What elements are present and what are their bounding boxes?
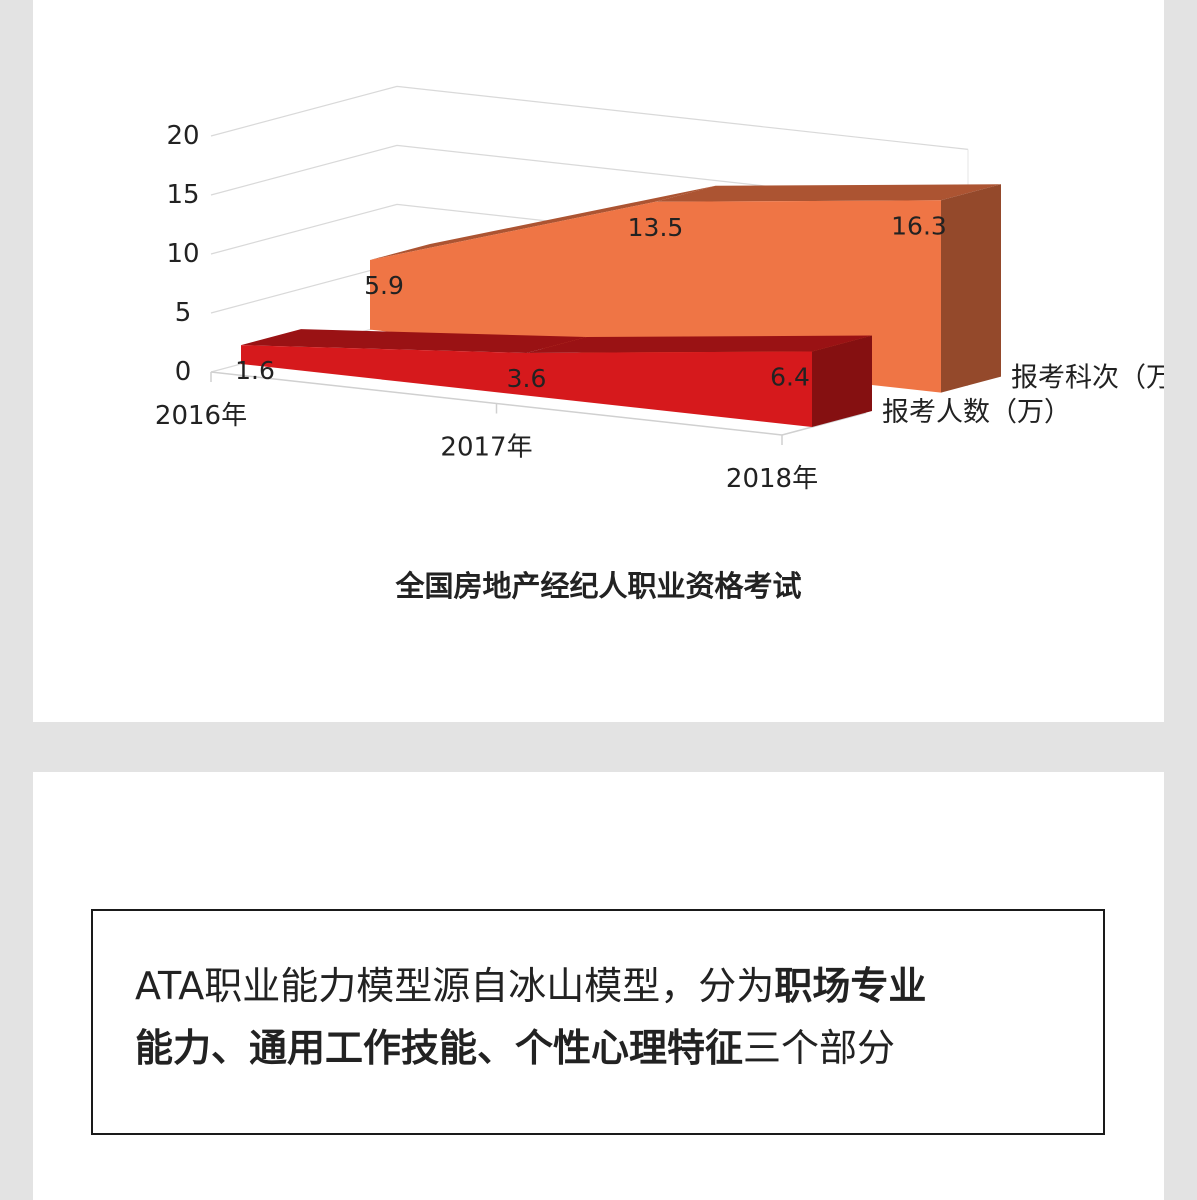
data-label: 13.5	[628, 213, 684, 242]
description-line-2: 能力、通用工作技能、个性心理特征三个部分	[135, 1017, 1063, 1079]
chart-title: 全国房地产经纪人职业资格考试	[395, 569, 802, 603]
gridline	[210, 85, 969, 150]
data-label: 6.4	[770, 362, 810, 391]
data-label: 5.9	[364, 271, 404, 300]
area-top-face	[370, 185, 716, 260]
description-text: 三个部分	[743, 1026, 896, 1070]
area-front-face	[241, 345, 812, 427]
area-top-face	[241, 329, 587, 353]
y-tick-label: 0	[175, 357, 192, 387]
legend-label: 报考人数（万）	[882, 397, 1071, 428]
area-side-face	[812, 335, 872, 427]
data-label: 16.3	[891, 211, 947, 240]
description-box: ATA职业能力模型源自冰山模型，分为职场专业 能力、通用工作技能、个性心理特征三…	[91, 909, 1105, 1135]
data-label: 1.6	[235, 356, 275, 385]
chart-axes: 0 5 10 15 20 2016年 2017年 2018年	[155, 121, 867, 494]
description-text: ATA职业能力模型源自冰山模型，分为	[135, 964, 775, 1008]
y-tick-label: 20	[166, 121, 199, 151]
area-side-face	[941, 184, 1001, 393]
chart-labels: 5.9 13.5 16.3 报考科次（万） 1.6 3.6 6.4 报考人数（万）	[235, 211, 1164, 428]
y-tick-label: 10	[166, 239, 199, 269]
chart-series	[241, 184, 1001, 427]
description-panel: ATA职业能力模型源自冰山模型，分为职场专业 能力、通用工作技能、个性心理特征三…	[33, 772, 1164, 1200]
y-tick-label: 5	[175, 298, 192, 328]
area-top-face	[655, 184, 1001, 202]
x-tick-label: 2018年	[726, 464, 818, 494]
area-top-face	[526, 335, 872, 353]
x-tick-label: 2016年	[155, 401, 247, 431]
description-highlight: 能力、通用工作技能、个性心理特征	[135, 1026, 744, 1070]
x-tick-label: 2017年	[440, 433, 532, 463]
legend-label: 报考科次（万）	[1011, 363, 1164, 394]
data-label: 3.6	[507, 364, 547, 393]
y-tick-label: 15	[166, 180, 199, 210]
description-highlight: 职场专业	[774, 964, 927, 1008]
area-chart-3d: 0 5 10 15 20 2016年 2017年 2018年 5.9 13.5 16.3 报考科次（…	[155, 85, 1164, 494]
chart-panel: 0 5 10 15 20 2016年 2017年 2018年 5.9 13.5 16.3 报考科次（…	[33, 0, 1164, 722]
description-line-1: ATA职业能力模型源自冰山模型，分为职场专业	[135, 955, 1063, 1017]
